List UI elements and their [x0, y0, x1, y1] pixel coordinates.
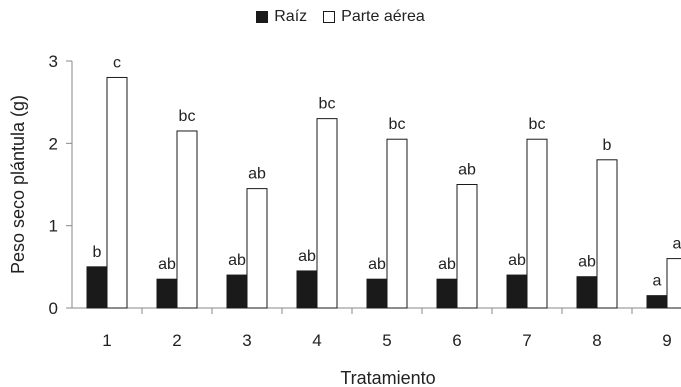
x-axis-title: Tratamiento [340, 368, 435, 387]
bar-raiz-4 [296, 270, 318, 309]
legend-label-raiz: Raíz [274, 8, 308, 25]
bar-raiz-1 [86, 266, 108, 309]
bar-label-parte-aerea-1: c [113, 54, 121, 71]
y-tick-label-0: 0 [49, 299, 58, 318]
bar-label-parte-aerea-8: b [603, 137, 612, 154]
bar-label-raiz-5: ab [368, 256, 386, 273]
y-tick-label-1: 1 [49, 217, 58, 236]
x-tick-label-9: 9 [662, 331, 671, 350]
x-tick-label-6: 6 [452, 331, 461, 350]
x-tick-label-5: 5 [382, 331, 391, 350]
bar-parte-aerea-3 [246, 188, 268, 309]
chart-legend: Raíz Parte aérea [0, 8, 681, 26]
bar-label-parte-aerea-7: bc [529, 116, 546, 133]
bar-raiz-9 [646, 295, 668, 309]
legend-swatch-raiz [256, 11, 269, 23]
x-tick-label-2: 2 [172, 331, 181, 350]
bar-label-raiz-3: ab [228, 252, 246, 269]
bar-label-raiz-7: ab [508, 252, 526, 269]
legend-item-raiz: Raíz [256, 8, 307, 26]
bar-label-parte-aerea-6: ab [458, 162, 476, 179]
x-tick-label-1: 1 [102, 331, 111, 350]
bar-raiz-3 [226, 274, 248, 309]
bar-raiz-2 [156, 278, 178, 309]
bar-parte-aerea-8 [596, 159, 618, 309]
legend-item-parte-aerea: Parte aérea [323, 8, 425, 26]
bar-label-parte-aerea-2: bc [179, 108, 196, 125]
legend-swatch-parte-aerea [323, 11, 336, 23]
bar-parte-aerea-4 [316, 118, 338, 309]
bars [86, 76, 681, 309]
bar-raiz-6 [436, 278, 458, 309]
x-tick-label-7: 7 [522, 331, 531, 350]
bar-parte-aerea-9 [666, 258, 681, 309]
bar-label-raiz-6: ab [438, 256, 456, 273]
bar-label-parte-aerea-5: bc [389, 116, 406, 133]
bar-parte-aerea-6 [456, 184, 478, 309]
bar-parte-aerea-7 [526, 138, 548, 309]
bar-raiz-5 [366, 278, 388, 309]
y-ticks: 0 1 2 3 [49, 52, 72, 318]
y-tick-label-3: 3 [49, 52, 58, 71]
bar-labels: b ab ab ab ab ab ab ab a c bc ab bc bc ab bc b a [93, 54, 681, 289]
x-ticks: 1 2 3 4 5 6 7 8 9 [102, 308, 672, 350]
bar-raiz-7 [506, 274, 528, 309]
bar-parte-aerea-2 [176, 130, 198, 309]
bar-parte-aerea-1 [106, 76, 128, 309]
bar-label-raiz-4: ab [298, 248, 316, 265]
bar-label-raiz-1: b [93, 244, 102, 261]
bar-label-raiz-8: ab [578, 254, 596, 271]
bar-label-parte-aerea-3: ab [248, 166, 266, 183]
y-axis-title: Peso seco plántula (g) [8, 95, 28, 274]
x-tick-label-8: 8 [592, 331, 601, 350]
bar-label-raiz-9: a [653, 273, 662, 290]
bar-parte-aerea-5 [386, 138, 408, 309]
x-tick-label-3: 3 [242, 331, 251, 350]
y-tick-label-2: 2 [49, 134, 58, 153]
bar-label-parte-aerea-9: a [673, 236, 681, 253]
bar-label-raiz-2: ab [158, 256, 176, 273]
bar-raiz-8 [576, 276, 598, 309]
x-tick-label-4: 4 [312, 331, 321, 350]
legend-label-parte-aerea: Parte aérea [341, 8, 425, 25]
bar-label-parte-aerea-4: bc [319, 96, 336, 113]
